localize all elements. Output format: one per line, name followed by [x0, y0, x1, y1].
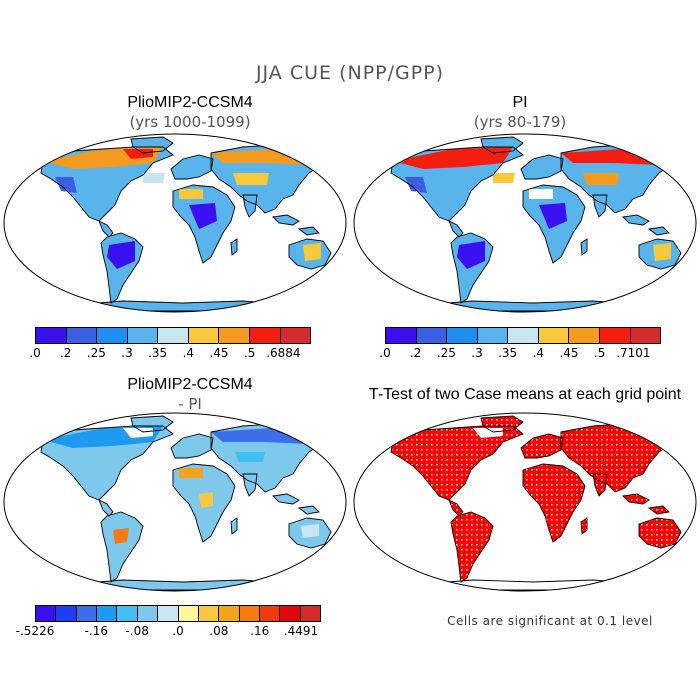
- colorbar-cell: [36, 328, 67, 343]
- colorbar-cell: [127, 328, 159, 343]
- colorbar-cell: [386, 328, 417, 343]
- colorbar-cell: [599, 328, 631, 343]
- colorbar-cell: [477, 328, 509, 343]
- panel-subtitle-pi: (yrs 80-179): [473, 113, 567, 131]
- colorbar-cell: [300, 606, 321, 621]
- colorbar-tick-label: .4: [532, 346, 545, 360]
- colorbar-cell: [117, 606, 138, 621]
- colorbar-tick-label: .4: [182, 346, 195, 360]
- colorbar-tick-label: -.16: [84, 624, 108, 638]
- colorbar-ticks-pi: .0 .2 .25 .3 .35 .4 .45 .5 .7101: [379, 346, 661, 362]
- colorbar-cell: [239, 606, 260, 621]
- colorbar-cell: [280, 606, 301, 621]
- colorbar-tick-label: .35: [148, 346, 168, 360]
- colorbar-tick-label: .25: [86, 346, 106, 360]
- colorbar-diff: [35, 605, 321, 622]
- colorbar-cell: [569, 328, 600, 343]
- panel-title-ttest: T-Test of two Case means at each grid po…: [368, 386, 682, 403]
- colorbar-tick-label: .08: [209, 624, 229, 638]
- panel-title-pi: PI: [512, 94, 528, 111]
- colorbar-tick-label: .45: [559, 346, 579, 360]
- panel-title-plio: PlioMIP2-CCSM4: [127, 94, 253, 111]
- colorbar-cell: [259, 606, 281, 621]
- colorbar-cell: [188, 328, 220, 343]
- colorbar-cell: [66, 328, 98, 343]
- colorbar-plio: [35, 327, 311, 344]
- colorbar-tick-label: .35: [498, 346, 518, 360]
- colorbar-tick-label: .3: [121, 346, 133, 360]
- colorbar-tick-label: .0: [379, 346, 391, 360]
- colorbar-cell: [280, 328, 311, 343]
- colorbar-tick-label: .2: [409, 346, 422, 360]
- colorbar-ticks-diff: -.5226 -.16 -.08 .0 .08 .16 .4491: [16, 624, 321, 640]
- colorbar-cell: [56, 606, 77, 621]
- colorbar-cell: [158, 328, 189, 343]
- colorbar-tick-label: .45: [209, 346, 229, 360]
- colorbar-cell: [219, 606, 240, 621]
- panel-subtitle-plio: (yrs 1000-1099): [129, 113, 251, 131]
- colorbar-cell: [97, 328, 128, 343]
- colorbar-cell: [178, 606, 199, 621]
- figure-title: JJA CUE (NPP/GPP): [255, 62, 445, 84]
- colorbar-tick-label: .4491: [283, 624, 319, 638]
- panel-title-diff: PlioMIP2-CCSM4: [127, 376, 253, 393]
- colorbar-cell: [198, 606, 220, 621]
- colorbar-tick-label: -.5226: [15, 624, 55, 638]
- colorbar-tick-label: .0: [29, 346, 41, 360]
- map-ttest: [353, 412, 697, 592]
- colorbar-tick-label: .7101: [616, 346, 651, 360]
- colorbar-cell: [416, 328, 448, 343]
- colorbar-cell: [630, 328, 661, 343]
- colorbar-cell: [97, 606, 118, 621]
- colorbar-tick-label: .3: [471, 346, 483, 360]
- colorbar-cell: [158, 606, 179, 621]
- colorbar-tick-label: .6884: [266, 346, 301, 360]
- colorbar-cell: [447, 328, 478, 343]
- colorbar-cell: [76, 606, 98, 621]
- map-diff: [3, 412, 347, 592]
- significance-note: Cells are significant at 0.1 level: [447, 614, 653, 628]
- colorbar-tick-label: .5: [593, 346, 606, 360]
- panel-subtitle-diff: - PI: [178, 395, 202, 413]
- colorbar-pi: [385, 327, 661, 344]
- colorbar-cell: [249, 328, 281, 343]
- colorbar-tick-label: .25: [436, 346, 456, 360]
- colorbar-cell: [538, 328, 570, 343]
- colorbar-tick-label: .0: [172, 624, 184, 638]
- colorbar-tick-label: -.08: [125, 624, 149, 638]
- colorbar-cell: [137, 606, 159, 621]
- colorbar-cell: [508, 328, 539, 343]
- colorbar-ticks-plio: .0 .2 .25 .3 .35 .4 .45 .5 .6884: [29, 346, 311, 362]
- colorbar-cell: [219, 328, 250, 343]
- colorbar-tick-label: .16: [250, 624, 270, 638]
- map-plio: [3, 133, 347, 313]
- map-pi: [353, 133, 697, 313]
- colorbar-tick-label: .2: [59, 346, 72, 360]
- colorbar-cell: [36, 606, 57, 621]
- colorbar-tick-label: .5: [243, 346, 256, 360]
